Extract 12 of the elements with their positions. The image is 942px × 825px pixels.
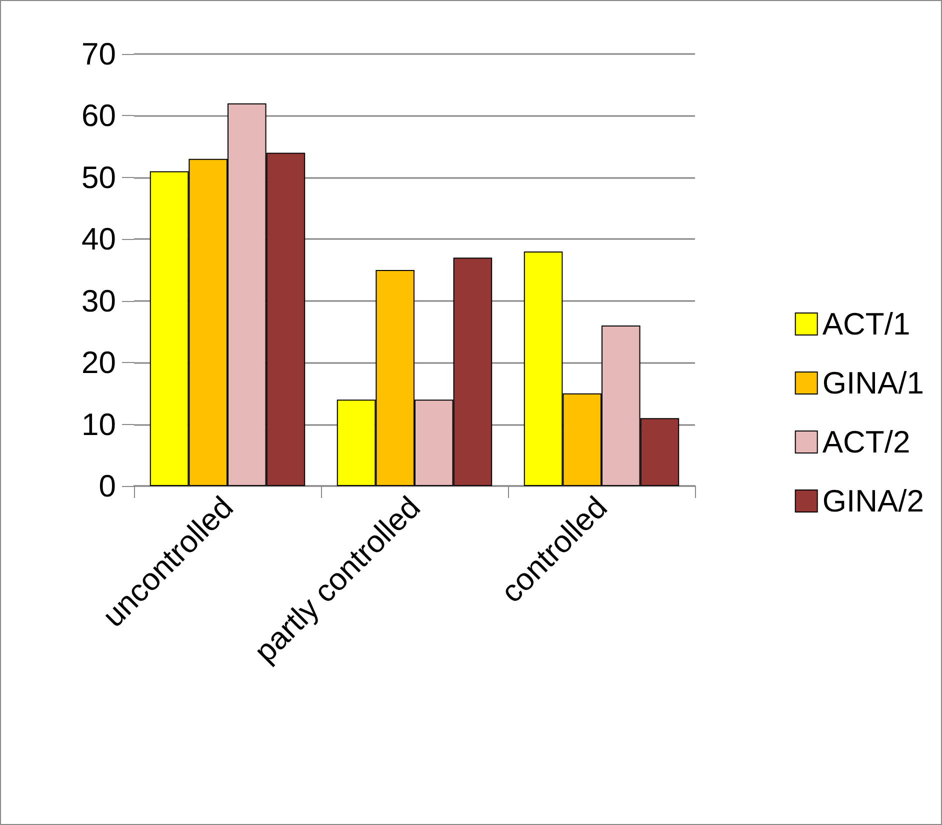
y-tick-label: 30 xyxy=(82,283,116,318)
y-tick-label: 20 xyxy=(82,345,116,380)
y-tick-label: 60 xyxy=(82,98,116,134)
y-tick-label: 70 xyxy=(82,36,116,72)
y-tick-label: 50 xyxy=(82,160,116,195)
legend-label: GINA/1 xyxy=(822,366,924,400)
legend-label: GINA/2 xyxy=(822,484,924,518)
legend-label: ACT/1 xyxy=(822,306,910,342)
y-tick-label: 0 xyxy=(98,468,116,504)
y-tick-label: 40 xyxy=(82,222,116,257)
y-tick-label: 10 xyxy=(82,406,116,442)
legend-label: ACT/2 xyxy=(822,424,910,460)
